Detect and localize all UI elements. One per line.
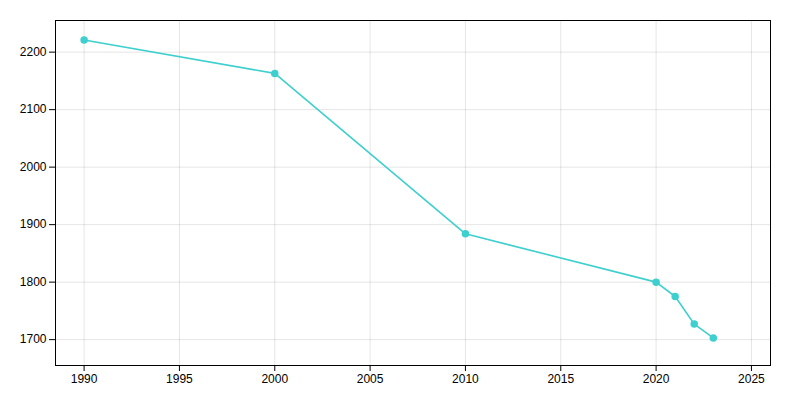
svg-text:1995: 1995 bbox=[166, 372, 193, 386]
svg-text:2000: 2000 bbox=[261, 372, 288, 386]
svg-text:2000: 2000 bbox=[20, 160, 47, 174]
svg-text:1800: 1800 bbox=[20, 275, 47, 289]
svg-text:2200: 2200 bbox=[20, 45, 47, 59]
svg-text:2100: 2100 bbox=[20, 102, 47, 116]
svg-text:1900: 1900 bbox=[20, 217, 47, 231]
svg-text:1700: 1700 bbox=[20, 332, 47, 346]
svg-text:2005: 2005 bbox=[357, 372, 384, 386]
svg-text:2010: 2010 bbox=[452, 372, 479, 386]
svg-text:2020: 2020 bbox=[643, 372, 670, 386]
svg-text:2015: 2015 bbox=[547, 372, 574, 386]
svg-text:1990: 1990 bbox=[71, 372, 98, 386]
svg-text:2025: 2025 bbox=[738, 372, 765, 386]
